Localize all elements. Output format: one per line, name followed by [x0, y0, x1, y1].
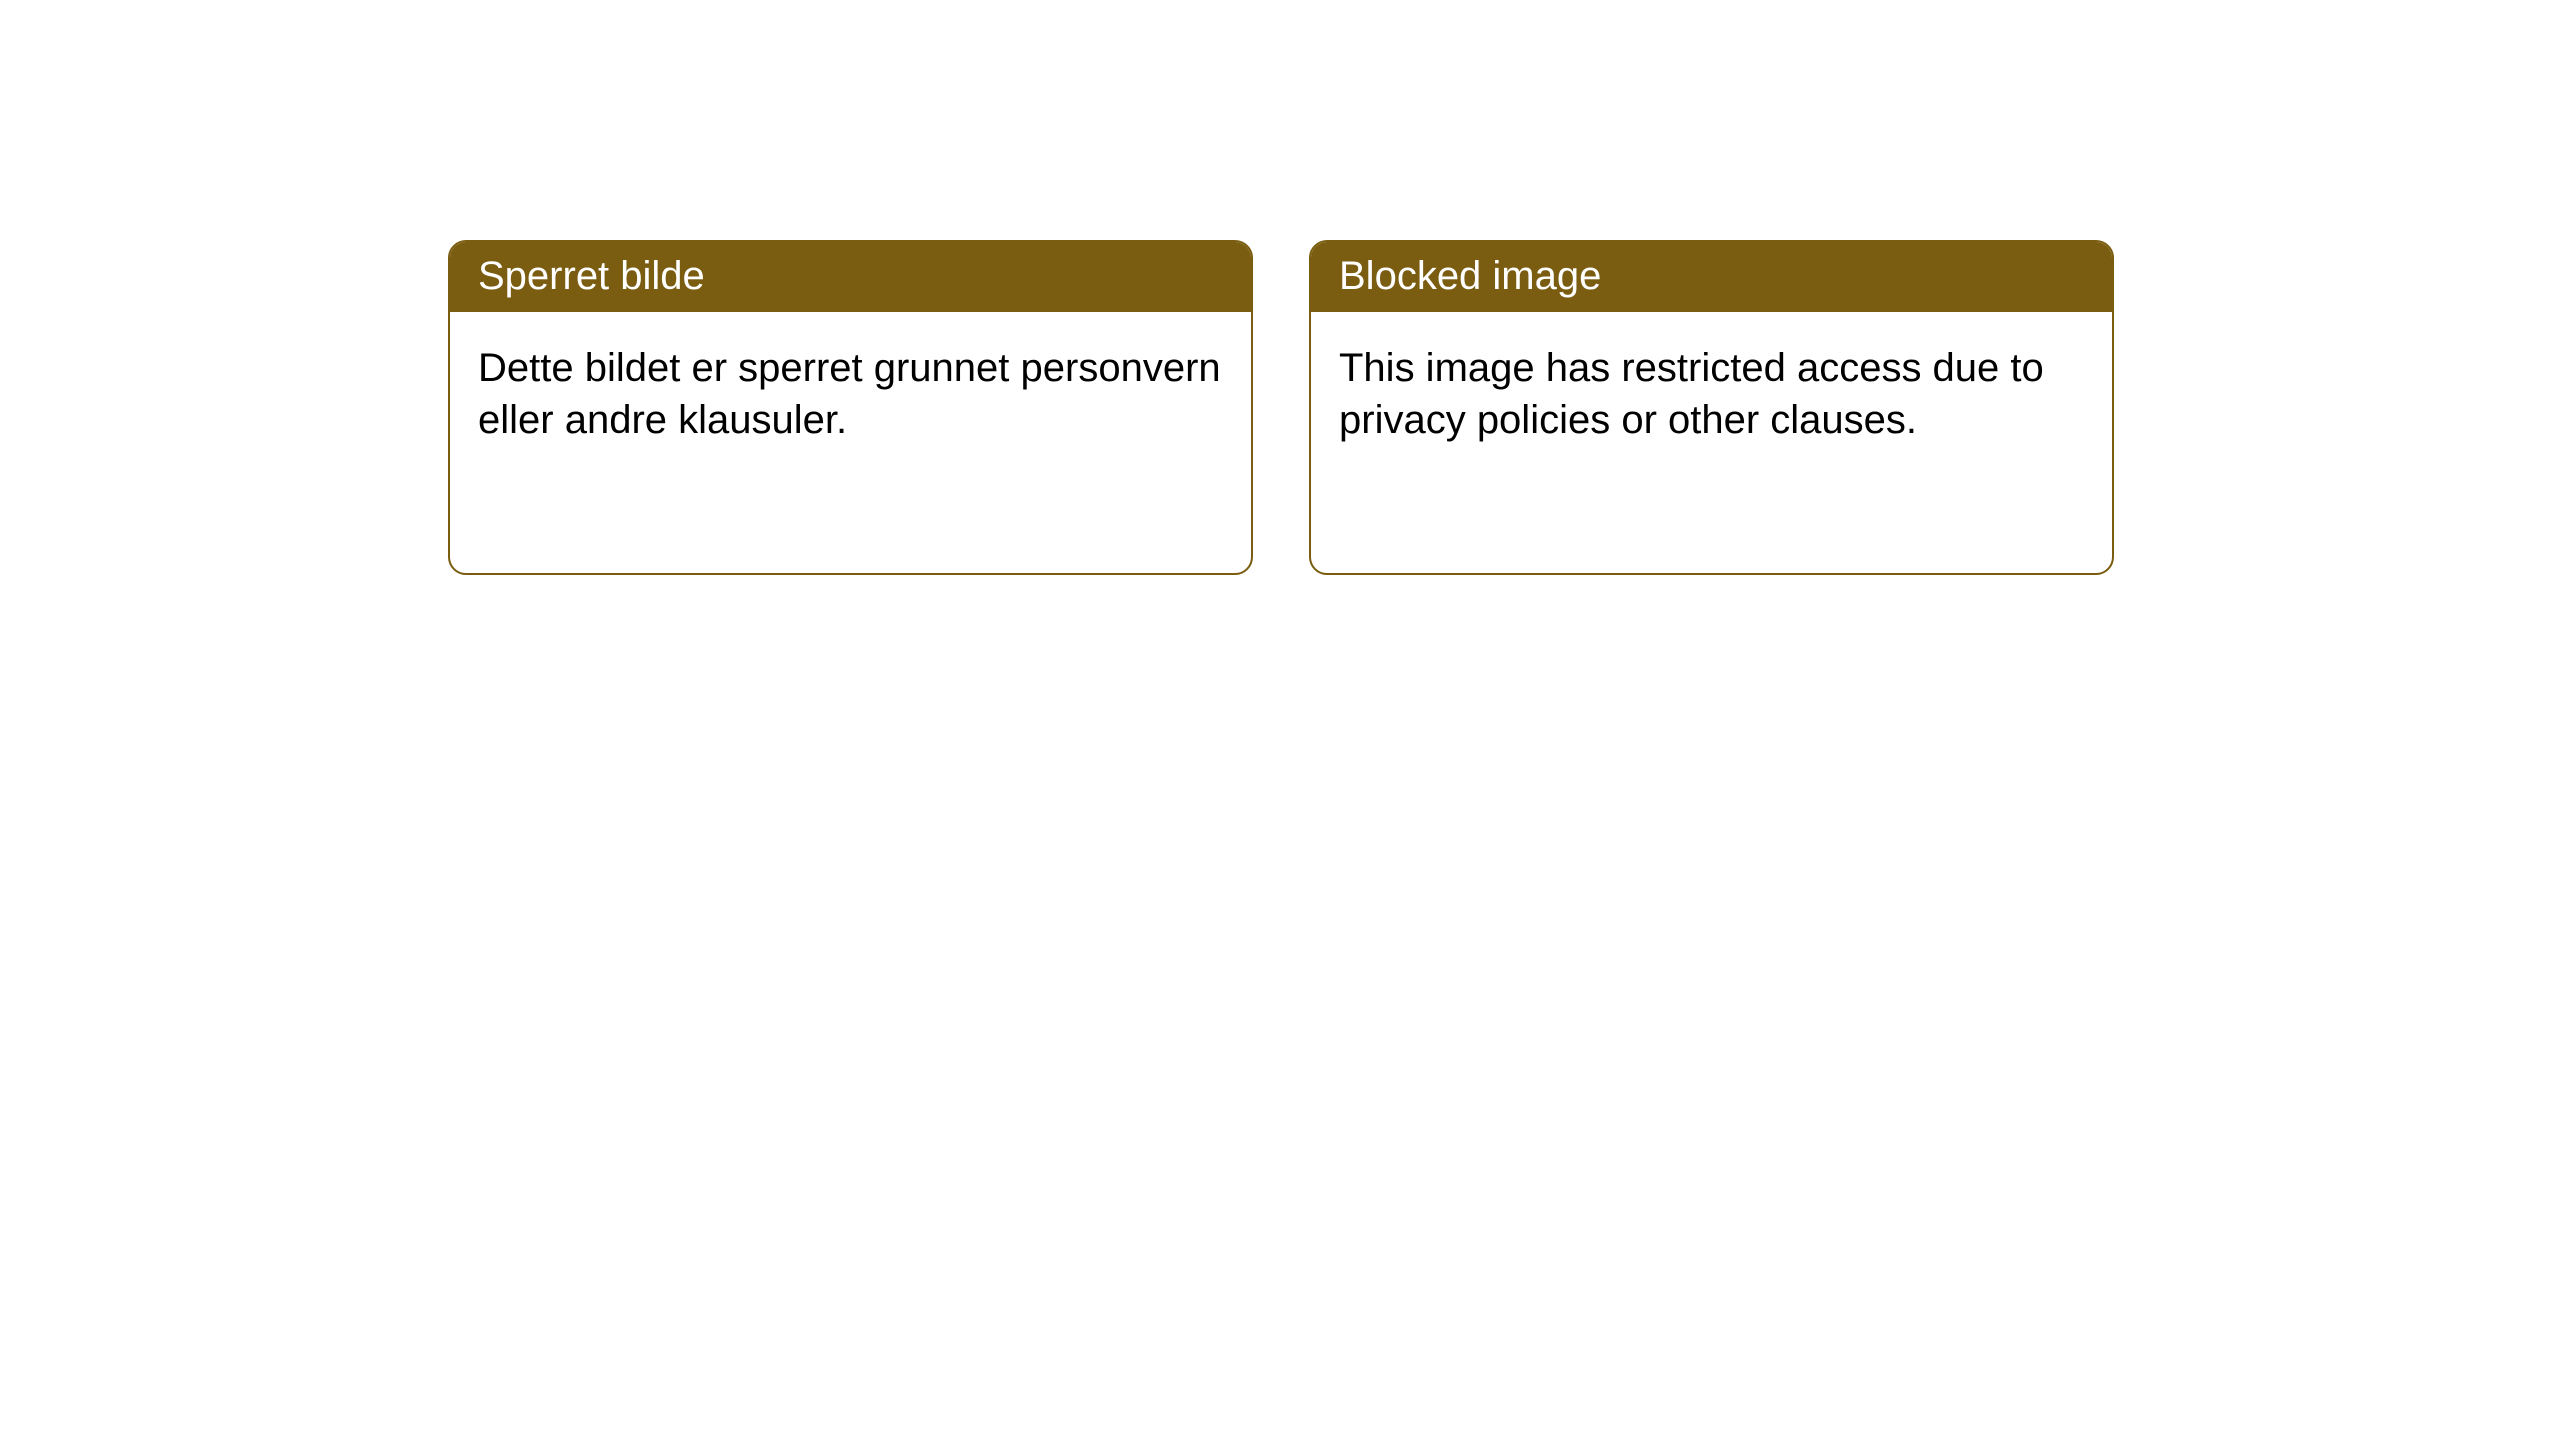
card-message-no: Dette bildet er sperret grunnet personve… — [478, 346, 1221, 442]
card-title-en: Blocked image — [1339, 254, 1601, 298]
card-body-en: This image has restricted access due to … — [1311, 312, 2112, 476]
card-body-no: Dette bildet er sperret grunnet personve… — [450, 312, 1251, 476]
card-header-en: Blocked image — [1311, 242, 2112, 312]
cards-container: Sperret bilde Dette bildet er sperret gr… — [0, 0, 2560, 575]
card-header-no: Sperret bilde — [450, 242, 1251, 312]
card-title-no: Sperret bilde — [478, 254, 705, 298]
blocked-image-card-en: Blocked image This image has restricted … — [1309, 240, 2114, 575]
card-message-en: This image has restricted access due to … — [1339, 346, 2044, 442]
blocked-image-card-no: Sperret bilde Dette bildet er sperret gr… — [448, 240, 1253, 575]
